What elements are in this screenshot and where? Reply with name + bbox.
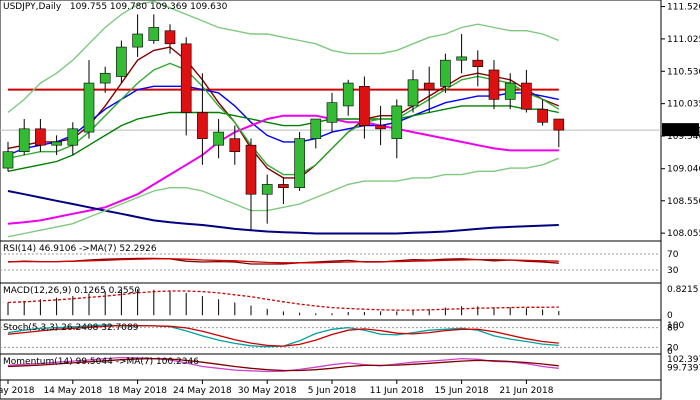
candle-bull <box>342 82 354 107</box>
momentum-line <box>7 356 559 373</box>
candle-bull <box>407 79 419 107</box>
price-tick-label: 109.540 <box>667 132 700 142</box>
candle-bull <box>148 27 160 41</box>
candle-bull <box>67 128 79 146</box>
ohlc-values: 109.755 109.780 109.369 109.630 <box>69 2 228 12</box>
chart-frame <box>0 0 662 400</box>
candle-bull <box>261 184 273 195</box>
candle-bear <box>164 30 176 45</box>
price-tick-label: 111.520 <box>667 3 700 13</box>
last-price-label: 109.630 <box>664 126 700 136</box>
overlay-light-green-ma <box>7 62 560 176</box>
candle-bull <box>440 59 451 87</box>
candle-bear <box>35 128 46 146</box>
last-price-tag <box>662 123 699 137</box>
candle-bear <box>245 144 257 195</box>
price-tick-label: 108.550 <box>667 197 700 207</box>
momentum-tick-label: 102.3978 <box>667 355 700 365</box>
price-tick-label: 109.040 <box>667 165 700 175</box>
candle-bull <box>18 128 30 153</box>
macd-label: MACD(12,26,9) 0.1265 0.2550 <box>3 286 140 296</box>
momentum-line <box>7 357 559 372</box>
candle-bear <box>521 82 532 110</box>
candle-bear <box>537 108 548 123</box>
candle-bear <box>180 43 192 113</box>
time-tick-label: 24 May 2018 <box>173 386 232 396</box>
candle-bull <box>2 151 14 169</box>
stoch-line <box>7 324 559 347</box>
overlay-green-ma <box>7 105 559 172</box>
time-tick-label: 30 May 2018 <box>238 386 297 396</box>
time-tick-label: 14 May 2018 <box>43 386 102 396</box>
candle-bull <box>456 56 467 61</box>
rsi-label: RSI(14) 46.9106 ->MA(7) 52.2926 <box>3 244 157 254</box>
stoch-tick-label: 100 <box>667 321 684 331</box>
macd-tick-label: 0 <box>667 311 673 321</box>
macd-line <box>7 290 559 311</box>
time-tick-label: 15 Jun 2018 <box>435 386 489 396</box>
rsi-tick-label: 30 <box>667 266 679 276</box>
candle-bear <box>488 69 500 100</box>
candle-bull <box>99 72 111 84</box>
stoch-tick-label: 80 <box>667 324 679 334</box>
rsi-line <box>7 257 559 265</box>
candle-bear <box>553 118 565 131</box>
candle-bull <box>310 118 322 139</box>
overlay-upper-band <box>7 0 560 114</box>
overlay-navy-ma <box>7 190 559 235</box>
candle-bull <box>213 131 224 146</box>
macd-tick-label: 0.8215 <box>667 285 699 295</box>
price-tick-label: 110.035 <box>667 100 700 110</box>
rsi-tick-label: 70 <box>667 250 679 260</box>
stoch-tick-label: 20 <box>667 343 679 353</box>
candle-bear <box>375 125 386 130</box>
candle-bear <box>423 82 435 90</box>
price-tick-label: 110.530 <box>667 67 700 77</box>
candle-bull <box>504 82 516 100</box>
time-tick-label: 5 Jun 2018 <box>308 386 357 396</box>
candle-bear <box>359 86 370 126</box>
candle-bull <box>326 102 338 123</box>
overlay-blue-ma <box>7 85 559 156</box>
price-tick-label: 111.025 <box>667 35 700 45</box>
stoch-label: Stoch(5,3,3) 26.2408 32.7089 <box>3 323 139 333</box>
candle-bull <box>294 138 305 188</box>
time-tick-label: 21 Jun 2018 <box>499 386 553 396</box>
candle-bull <box>132 33 143 48</box>
momentum-tick-label: 99.7397 <box>667 363 700 373</box>
candle-bull <box>51 141 62 146</box>
momentum-label: Momentum(14) 99.5044 ->MA(7) 100.2346 <box>3 357 199 367</box>
candle-bull <box>116 46 127 77</box>
candle-bear <box>472 59 484 68</box>
candle-bull <box>391 105 403 139</box>
candle-bear <box>278 184 289 188</box>
time-tick-label: 8 May 2018 <box>0 386 35 396</box>
time-tick-label: 18 May 2018 <box>108 386 167 396</box>
overlay-magenta-ma <box>7 114 559 225</box>
price-tick-label: 108.055 <box>667 229 700 239</box>
overlay-lower-band <box>7 157 560 238</box>
symbol-label: USDJPY,Daily <box>3 2 62 12</box>
stoch-tick-label: 0 <box>667 347 673 357</box>
time-tick-label: 11 Jun 2018 <box>370 386 424 396</box>
candle-bear <box>229 138 241 153</box>
rsi-line <box>8 258 559 264</box>
candle-bear <box>197 112 208 139</box>
candle-bull <box>83 82 95 133</box>
chart-header: USDJPY,Daily 109.755 109.780 109.369 109… <box>3 2 227 12</box>
